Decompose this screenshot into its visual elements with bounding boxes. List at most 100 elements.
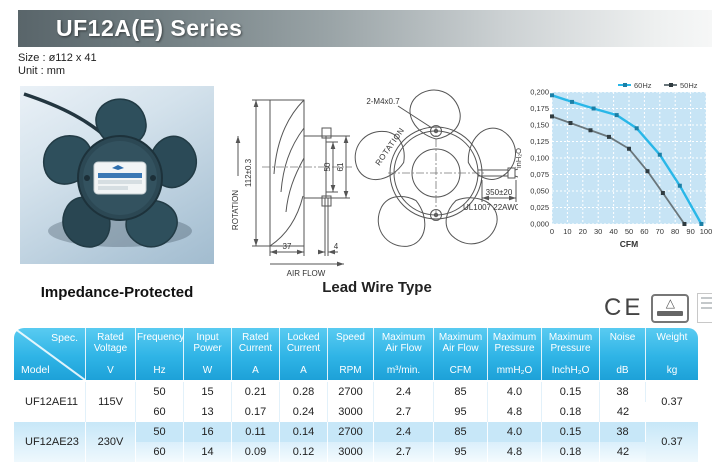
table-row: 60 14 0.09 0.12 3000 2.7 95 4.8 0.18 42 — [14, 442, 698, 462]
table-cell: 50 — [136, 422, 184, 442]
y-tick-label: 0,150 — [530, 121, 549, 130]
series-line-60Hz — [551, 94, 703, 225]
header-title: Locked Current — [286, 332, 321, 354]
badge-bar — [657, 310, 684, 316]
table-cell: 4.0 — [488, 382, 542, 402]
table-cell: 4.8 — [488, 402, 542, 422]
table-cell: 50 — [136, 382, 184, 402]
model-cell: UF12AE23 — [14, 422, 86, 462]
table-cell: 95 — [434, 402, 488, 422]
data-marker — [614, 113, 619, 118]
dim-depth-label: 37 — [283, 242, 292, 251]
airflow-label: AIR FLOW — [287, 269, 326, 278]
title-bar: UF12A(E) Series — [18, 10, 712, 47]
y-tick-label: 0,125 — [530, 137, 549, 146]
x-tick-label: 50 — [625, 227, 633, 236]
y-tick-label: 0,075 — [530, 170, 549, 179]
product-photo — [20, 86, 214, 264]
table-cell: 85 — [434, 382, 488, 402]
col-header: Input Power W — [184, 328, 232, 382]
cert-fineprint — [697, 293, 712, 323]
table-row: UF12AE23 230V 50 16 0.11 0.14 2700 2.4 85 4.0 0.15… — [14, 422, 698, 462]
table-cell: 0.21 — [232, 382, 280, 402]
voltage-cell: 230V — [86, 422, 136, 462]
x-tick-label: 10 — [563, 227, 571, 236]
hub-label — [93, 161, 147, 195]
legend-label: 60Hz — [634, 81, 652, 90]
y-tick-label: 0,000 — [530, 220, 549, 229]
y-tick-label: 0,200 — [530, 88, 549, 97]
data-marker — [682, 222, 687, 226]
x-tick-label: 60 — [640, 227, 648, 236]
table-cell: 2.4 — [374, 422, 434, 442]
diagonal-divider — [14, 328, 85, 380]
header-title: Input Power — [193, 332, 222, 354]
dim-inner-small-label: 50 — [323, 162, 332, 171]
table-cell: 60 — [136, 402, 184, 422]
table-cell: 60 — [136, 442, 184, 462]
ce-mark: CE — [604, 294, 644, 321]
data-marker — [660, 190, 665, 195]
series-line-50Hz — [551, 115, 686, 225]
table-header-row: Spec. Model Rated Voltage V Frequency Hz Input… — [14, 328, 698, 382]
technical-drawing: 112±0.3 ROTATION 50 61 37 4 AIR FLOW — [231, 89, 518, 278]
header-unit: V — [107, 365, 114, 376]
data-marker — [699, 222, 704, 226]
table-cell: 0.28 — [280, 382, 328, 402]
col-header: Maximum Air Flow m³/min. — [374, 328, 434, 382]
x-tick-label: 20 — [579, 227, 587, 236]
y-axis-label: inH₂O — [514, 148, 523, 168]
header-unit: m³/min. — [386, 365, 421, 376]
table-cell: 2.7 — [374, 402, 434, 422]
header-title: Rated Current — [238, 332, 273, 354]
data-marker — [657, 152, 662, 157]
col-header: Weight kg — [646, 328, 698, 382]
drawing-caption: Lead Wire Type — [322, 279, 432, 296]
triangle-icon: △ — [665, 295, 675, 310]
x-axis-label: CFM — [620, 239, 638, 249]
y-tick-label: 0,175 — [530, 104, 549, 113]
performance-chart: 0,200 0,175 0,150 0,125 0,100 0,075 0,050 0,025… — [514, 81, 712, 249]
header-title: Maximum Pressure — [492, 332, 537, 354]
dim-stub-label: 4 — [334, 242, 339, 251]
photo-caption: Impedance-Protected — [40, 284, 194, 301]
header-unit: W — [202, 365, 213, 376]
table-cell: 13 — [184, 402, 232, 422]
table-cell: 0.14 — [280, 422, 328, 442]
dim-inner-large-label: 61 — [336, 162, 345, 171]
table-cell: 38 — [600, 382, 646, 402]
spec-table: Spec. Model Rated Voltage V Frequency Hz Input… — [14, 328, 698, 462]
data-marker — [677, 183, 682, 188]
voltage-cell: 115V — [86, 382, 136, 422]
front-view: 2-M4x0.7 ROTATION 350±20 UL1007 22AWG — [354, 89, 518, 247]
table-cell: 0.24 — [280, 402, 328, 422]
table-cell: 2.7 — [374, 442, 434, 462]
header-unit: mmH₂O — [496, 365, 533, 376]
page-title: UF12A(E) Series — [56, 15, 243, 41]
header-title: Maximum Pressure — [548, 332, 593, 354]
header-unit: CFM — [449, 365, 472, 376]
model-cell: UF12AE11 — [14, 382, 86, 422]
x-tick-label: 70 — [656, 227, 664, 236]
table-cell: 4.8 — [488, 442, 542, 462]
col-header: Frequency Hz — [136, 328, 184, 382]
data-marker — [634, 126, 639, 131]
y-tick-label: 0,100 — [530, 154, 549, 163]
table-cell: 0.18 — [542, 442, 600, 462]
data-marker — [591, 106, 596, 111]
table-cell: 42 — [600, 402, 646, 422]
header-unit: RPM — [339, 365, 362, 376]
header-title: Maximum Air Flow — [381, 332, 426, 354]
col-header: Spec. Model — [14, 328, 86, 382]
header-spec-label: Spec. — [51, 332, 78, 344]
header-title: Rated Voltage — [93, 332, 128, 354]
data-marker — [606, 134, 611, 139]
table-cell: 0.15 — [542, 422, 600, 442]
wire-spec-label: UL1007 22AWG — [463, 203, 518, 212]
y-tick-label: 0,050 — [530, 187, 549, 196]
data-marker — [550, 93, 554, 98]
header-title: Noise — [609, 332, 636, 343]
size-info: Size : ø112 x 41 Unit : mm — [18, 52, 97, 78]
legend-marker — [669, 83, 673, 87]
col-header: Noise dB — [600, 328, 646, 382]
